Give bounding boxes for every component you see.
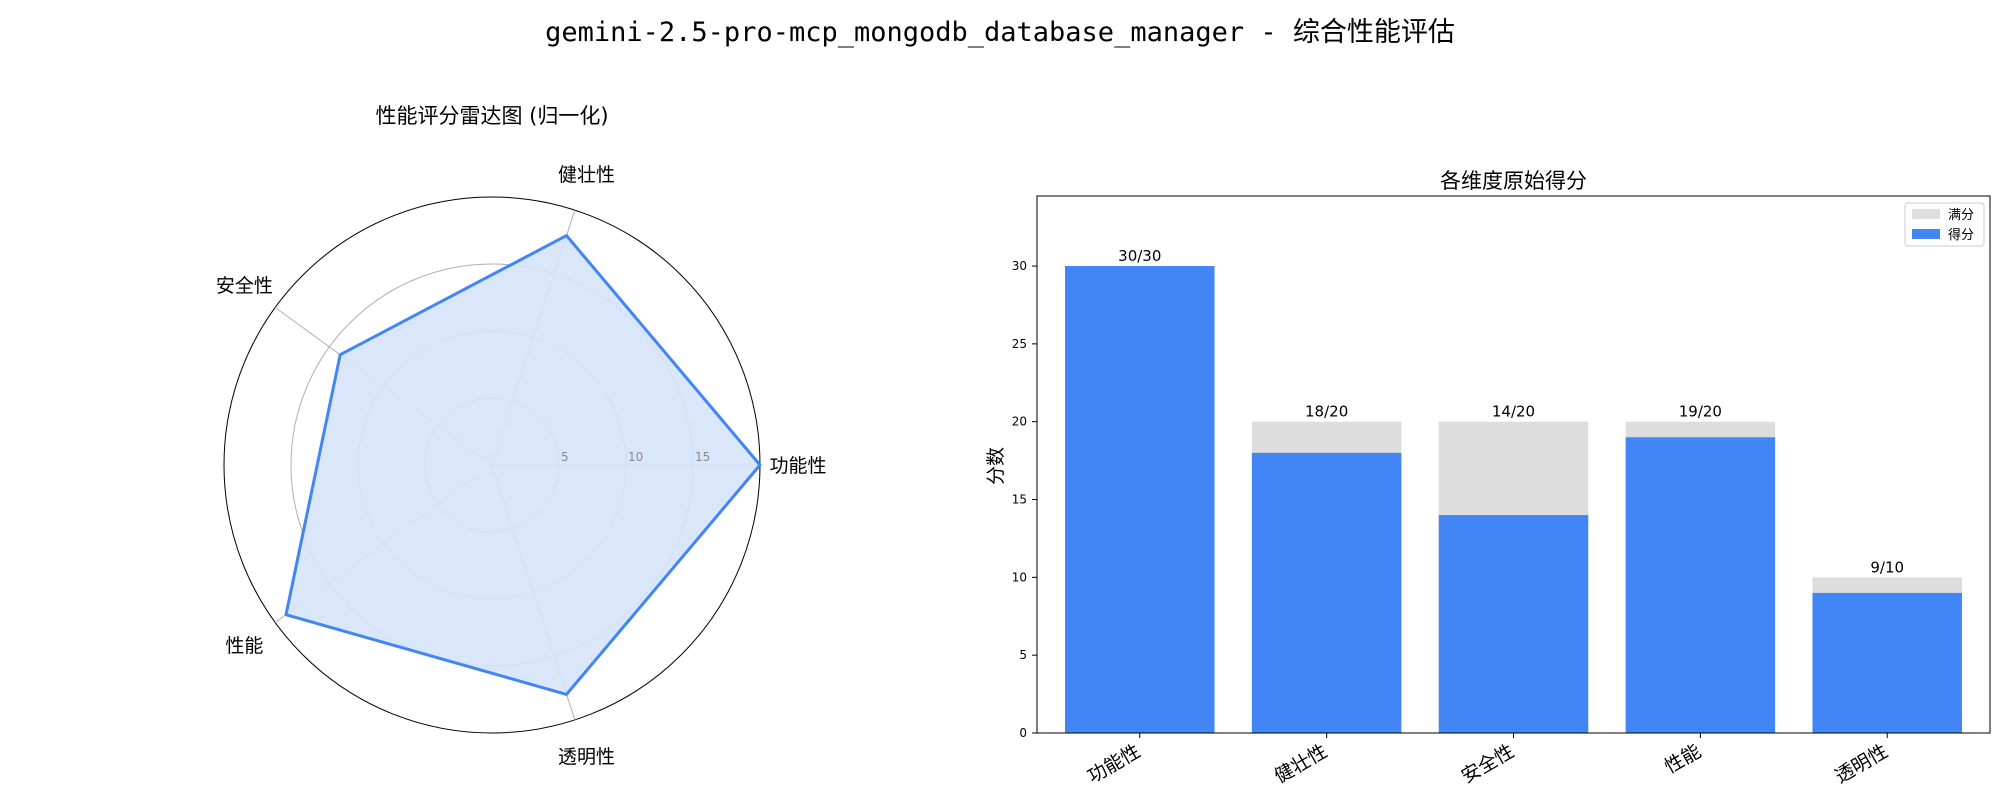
bar-score [1251, 452, 1402, 733]
page-title: gemini-2.5-pro-mcp_mongodb_database_mana… [545, 17, 1455, 48]
bar-score [1065, 266, 1215, 733]
legend-label: 满分 [1948, 208, 1974, 223]
bar-data-label: 19/20 [1679, 403, 1722, 421]
x-tick-label: 透明性 [1831, 740, 1891, 788]
radar-axis-label: 性能 [225, 635, 263, 657]
radar-tick-label: 5 [561, 450, 569, 464]
bar-data-label: 30/30 [1118, 247, 1161, 265]
radar-axis-label: 安全性 [216, 275, 273, 297]
y-tick-label: 5 [1019, 648, 1027, 662]
radar-line [284, 234, 762, 696]
bar-score [1625, 437, 1776, 733]
x-tick-label: 功能性 [1084, 740, 1144, 788]
radar-chart-panel: 性能评分雷达图 (归一化) 5 10 15 功能性 健壮性安全性性能透明性 [0, 0, 1000, 800]
radar-axis-label: 透明性 [558, 746, 615, 768]
bar-data-label: 18/20 [1305, 403, 1348, 421]
radar-title: 性能评分雷达图 (归一化) [375, 104, 608, 128]
legend-label: 得分 [1948, 227, 1974, 243]
bar-data-label: 9/10 [1870, 558, 1904, 576]
bar-chart-title: 各维度原始得分 [1440, 169, 1587, 193]
bar-score [1812, 592, 1962, 733]
radar-tick-label: 10 [628, 450, 643, 464]
radar-axis-label: 功能性 [769, 455, 826, 477]
y-tick-label: 15 [1012, 493, 1027, 507]
x-tick-label: 性能 [1661, 740, 1705, 778]
radar-area [286, 235, 760, 695]
y-axis-label: 分数 [985, 447, 1007, 485]
x-tick-label: 健壮性 [1271, 740, 1331, 788]
plot-frame [1036, 195, 1991, 734]
y-tick-label: 30 [1012, 259, 1027, 273]
x-tick-label: 安全性 [1458, 740, 1518, 788]
bar-score [1438, 515, 1589, 733]
bar-data-label: 14/20 [1492, 403, 1535, 421]
y-tick-label: 0 [1019, 726, 1027, 740]
y-tick-label: 20 [1012, 415, 1027, 429]
y-tick-label: 25 [1012, 337, 1027, 351]
legend-swatch [1912, 229, 1940, 239]
y-tick-label: 10 [1012, 570, 1027, 584]
legend-swatch [1912, 209, 1940, 219]
radar-axis-label: 健壮性 [558, 164, 615, 186]
radar-tick-label: 15 [695, 450, 710, 464]
